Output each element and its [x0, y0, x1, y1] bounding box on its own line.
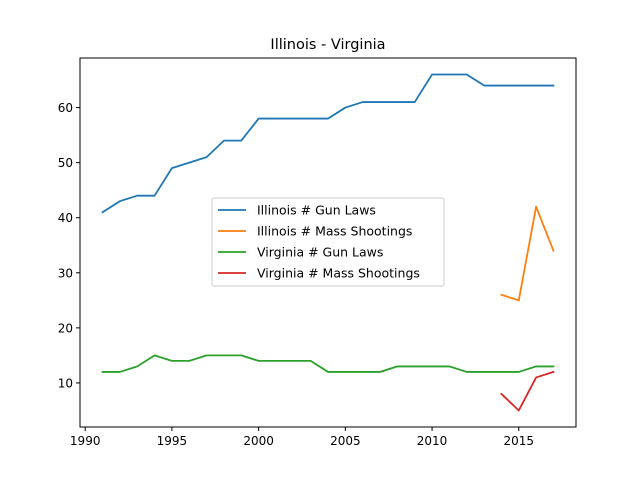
legend-label-1: Illinois # Gun Laws	[257, 203, 376, 218]
series-line-1	[101, 73, 555, 214]
x-axis: 1990 1995 2000 2005 2010 2015	[70, 427, 534, 448]
legend-label-2: Illinois # Mass Shootings	[257, 224, 412, 239]
plot-frame	[79, 57, 577, 428]
y-tick-label: 30	[58, 266, 73, 280]
x-tick-label: 1990	[70, 434, 101, 448]
x-tick-label: 1995	[157, 434, 188, 448]
legend-label-3: Virginia # Gun Laws	[257, 245, 383, 260]
y-axis: 10 20 30 40 50 60	[58, 101, 80, 390]
series-line-3	[101, 354, 555, 373]
series-line-4	[500, 370, 555, 412]
series-layer	[101, 73, 555, 412]
series-line-2	[500, 205, 555, 302]
legend: Illinois # Gun Laws Illinois # Mass Shoot…	[211, 197, 445, 287]
y-tick-label: 60	[58, 101, 73, 115]
chart-title: Illinois - Virginia	[270, 37, 385, 53]
legend-box	[211, 197, 445, 287]
y-tick-label: 20	[58, 321, 73, 335]
y-tick-label: 10	[58, 376, 73, 390]
y-tick-label: 40	[58, 211, 73, 225]
x-tick-label: 2015	[503, 434, 534, 448]
x-tick-label: 2005	[330, 434, 361, 448]
y-tick-label: 50	[58, 156, 73, 170]
x-tick-label: 2010	[417, 434, 448, 448]
legend-label-4: Virginia # Mass Shootings	[257, 266, 420, 281]
x-tick-label: 2000	[243, 434, 274, 448]
